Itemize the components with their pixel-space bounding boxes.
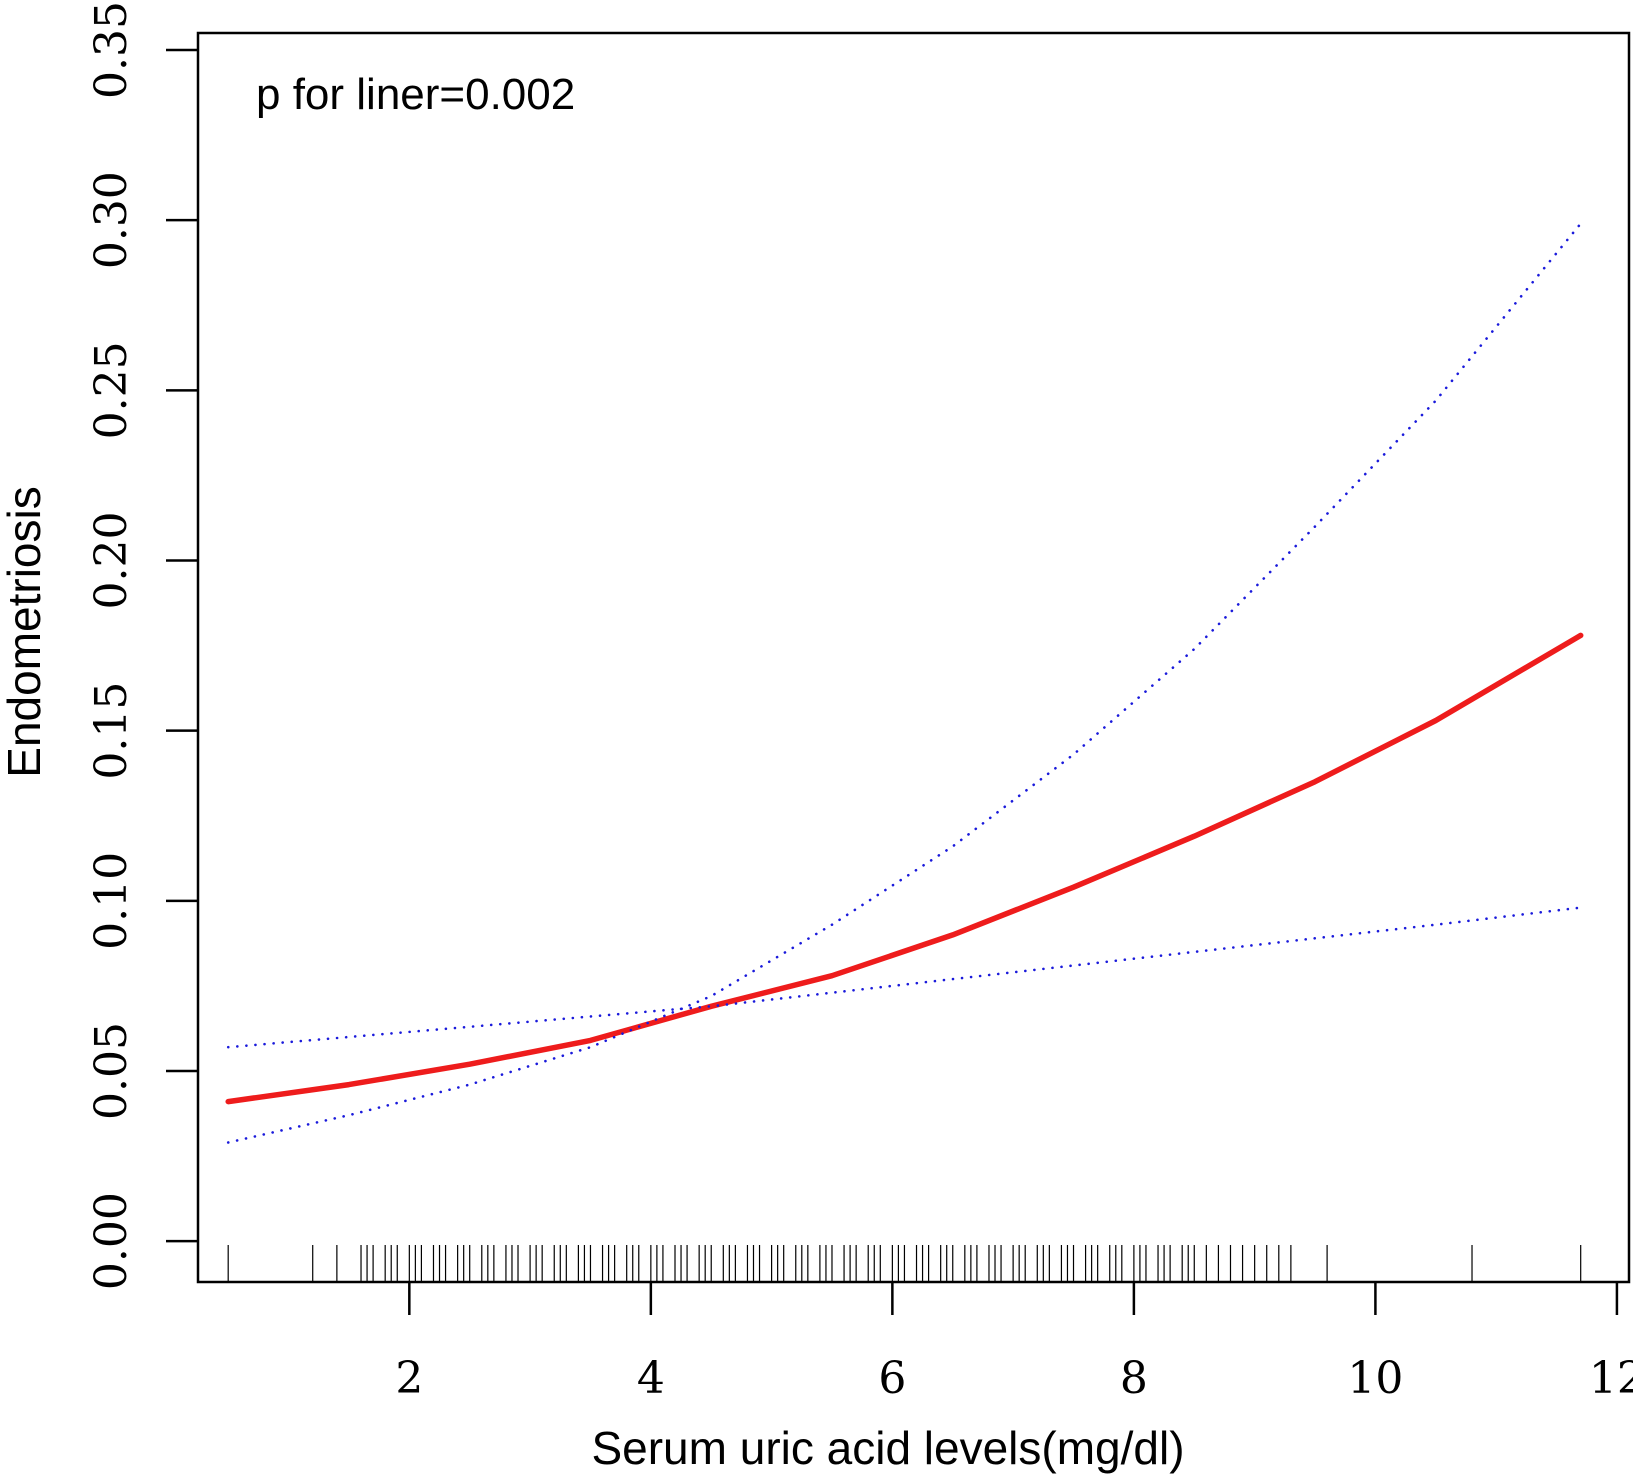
y-tick-label: 0.35 xyxy=(86,1,137,99)
x-tick-label: 6 xyxy=(878,1353,906,1404)
y-tick-label: 0.30 xyxy=(86,171,137,269)
rug-marks xyxy=(227,1245,1582,1282)
plot-frame xyxy=(196,31,1631,1284)
series-lines xyxy=(225,222,1584,1144)
x-tick-label: 8 xyxy=(1120,1353,1148,1404)
x-axis-title: Serum uric acid levels(mg/dl) xyxy=(591,1422,1184,1474)
y-tick-label: 0.00 xyxy=(86,1192,137,1290)
y-tick-label: 0.15 xyxy=(86,682,137,780)
x-tick-label: 4 xyxy=(637,1353,665,1404)
x-axis: 2 4 6 8 10 12 xyxy=(395,1282,1633,1404)
y-tick-label: 0.05 xyxy=(86,1022,137,1120)
x-tick-label: 12 xyxy=(1589,1353,1633,1404)
upper_ci-line xyxy=(226,222,1582,1144)
estimate-line xyxy=(225,632,1584,1105)
lower_ci-line xyxy=(226,906,1582,1049)
x-tick-label: 2 xyxy=(395,1353,423,1404)
y-axis-title: Endometriosis xyxy=(0,486,50,777)
y-axis: 0.00 0.05 0.10 0.15 0.20 0.25 0.30 0.35 xyxy=(86,1,198,1290)
y-tick-label: 0.20 xyxy=(86,512,137,610)
y-tick-label: 0.10 xyxy=(86,852,137,950)
p-value-annotation: p for liner=0.002 xyxy=(256,70,575,119)
x-tick-label: 10 xyxy=(1347,1353,1403,1404)
y-tick-label: 0.25 xyxy=(86,341,137,439)
